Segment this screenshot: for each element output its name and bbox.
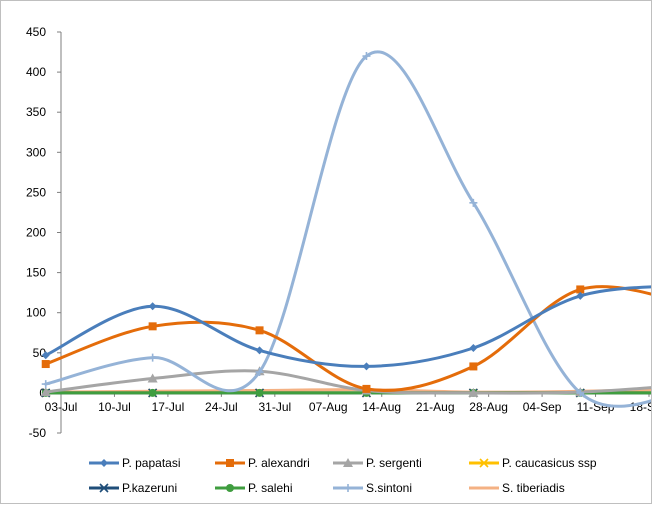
data-point-s-sintoni: [41, 380, 50, 389]
x-tick-label: 21-Aug: [416, 400, 455, 414]
y-tick-label: 400: [26, 65, 46, 79]
data-point-p-papatasi: [576, 291, 585, 300]
x-tick-label: 10-Jul: [98, 400, 131, 414]
data-point-p-sergenti: [147, 373, 158, 383]
data-point-p-sergenti: [468, 387, 479, 397]
data-point-p-salehi: [255, 388, 264, 397]
legend-marker-p-sergenti: [343, 458, 353, 467]
y-tick-label: 250: [26, 185, 46, 199]
series-line-s-sintoni: [44, 50, 652, 408]
data-point-p-alexandri: [41, 360, 50, 369]
legend-marker-p-alexandri: [226, 459, 234, 467]
legend-marker-p-papatasi: [100, 459, 108, 467]
data-point-p-papatasi: [469, 343, 478, 352]
x-tick-label: 07-Aug: [309, 400, 348, 414]
legend-label-p-sergenti: P. sergenti: [366, 456, 422, 470]
data-point-p-papatasi: [362, 362, 371, 371]
legend-label-p-kazeruni: P.kazeruni: [122, 481, 177, 495]
legend-label-s-tiberiadis: S. tiberiadis: [502, 481, 565, 495]
y-tick-label: -50: [29, 426, 47, 440]
data-point-s-sintoni: [362, 52, 371, 61]
data-point-p-papatasi: [148, 302, 157, 311]
legend-marker-p-kazeruni: [99, 483, 109, 493]
legend-marker-p-caucasicus-ssp: [479, 458, 489, 468]
legend-label-p-alexandri: P. alexandri: [248, 456, 310, 470]
y-tick-label: 200: [26, 226, 46, 240]
data-point-p-alexandri: [469, 362, 478, 371]
data-point-s-sintoni: [576, 388, 585, 397]
data-point-p-alexandri: [255, 326, 264, 335]
data-point-p-alexandri: [148, 322, 157, 331]
y-tick-label: 450: [26, 25, 46, 39]
x-tick-label: 03-Jul: [45, 400, 78, 414]
data-point-p-alexandri: [576, 285, 585, 294]
data-point-p-alexandri: [362, 384, 371, 393]
data-point-s-sintoni: [255, 368, 264, 377]
data-point-p-papatasi: [255, 346, 264, 355]
x-tick-label: 14-Aug: [362, 400, 401, 414]
data-point-s-sintoni: [148, 353, 157, 362]
y-tick-label: 350: [26, 105, 46, 119]
y-tick-label: 100: [26, 306, 46, 320]
y-tick-label: 300: [26, 145, 46, 159]
data-point-p-sergenti: [40, 387, 51, 397]
legend-label-p-salehi: P. salehi: [248, 481, 292, 495]
legend-label-p-papatasi: P. papatasi: [122, 456, 181, 470]
x-tick-label: 31-Jul: [258, 400, 291, 414]
data-point-s-sintoni: [469, 198, 478, 207]
data-point-p-papatasi: [41, 351, 50, 360]
x-tick-label: 24-Jul: [205, 400, 238, 414]
x-tick-label: 11-Sep: [577, 400, 615, 414]
legend-label-s-sintoni: S.sintoni: [366, 481, 412, 495]
x-tick-label: 28-Aug: [469, 400, 508, 414]
x-tick-label: 17-Jul: [152, 400, 185, 414]
legend-marker-p-salehi: [226, 484, 234, 492]
legend-label-p-caucasicus-ssp: P. caucasicus ssp: [502, 456, 597, 470]
x-tick-label: 04-Sep: [523, 400, 562, 414]
data-point-p-salehi: [148, 388, 157, 397]
y-tick-label: 150: [26, 266, 46, 280]
legend-marker-s-sintoni: [344, 484, 352, 492]
